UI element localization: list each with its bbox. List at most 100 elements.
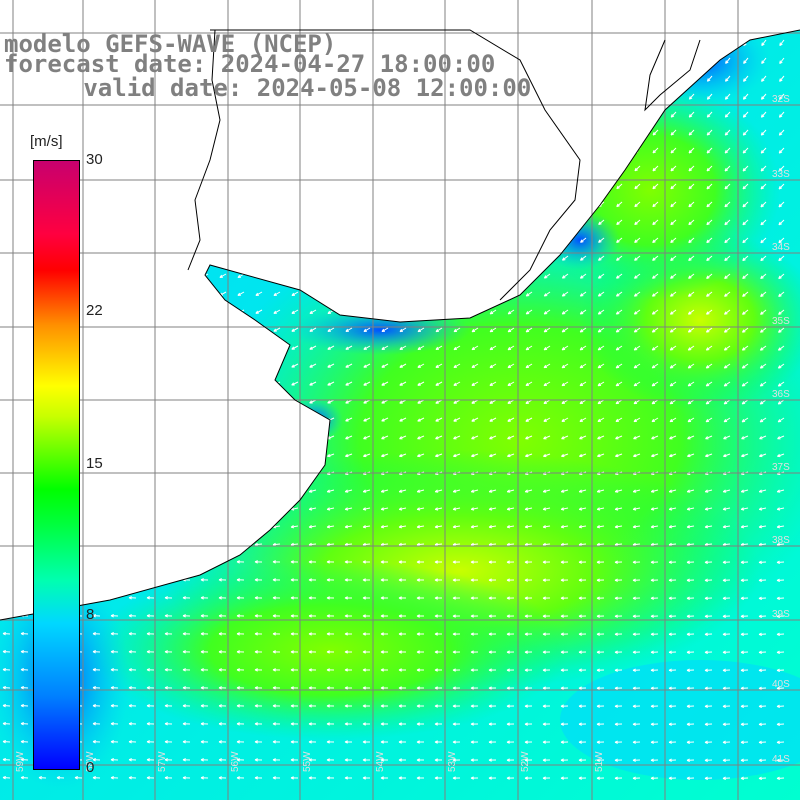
wind-arrow <box>740 578 749 582</box>
wind-arrow <box>779 75 785 82</box>
wind-arrow <box>579 399 587 405</box>
wind-arrow <box>435 327 443 333</box>
wind-arrow <box>308 758 317 762</box>
wind-arrow <box>524 722 533 726</box>
wind-arrow <box>362 650 371 654</box>
wind-arrow <box>614 686 623 690</box>
wind-arrow <box>542 507 551 511</box>
wind-arrow <box>380 560 389 564</box>
wind-arrow <box>598 255 605 261</box>
wind-arrow <box>652 201 659 208</box>
wind-arrow <box>614 489 623 493</box>
wind-arrow <box>614 578 623 582</box>
latitude-labels: 32S 33S 34S 35S 36S 37S 38S 39S 40S 41S <box>772 94 790 765</box>
wind-arrow <box>760 165 767 172</box>
wind-arrow <box>272 686 281 690</box>
wind-arrow <box>308 507 317 511</box>
wind-arrow <box>128 758 137 762</box>
wind-arrow <box>362 686 371 690</box>
wind-arrow <box>669 327 677 333</box>
wind-arrow <box>578 525 587 529</box>
wind-arrow <box>452 704 461 708</box>
wind-arrow <box>416 560 425 564</box>
wind-speed-colorbar <box>33 160 80 770</box>
wind-arrow <box>687 345 695 351</box>
wind-arrow <box>561 399 569 405</box>
wind-arrow <box>308 668 317 672</box>
wind-arrow <box>578 650 587 654</box>
wind-arrow <box>363 363 371 368</box>
wind-arrow <box>652 219 659 226</box>
wind-arrow <box>723 345 731 351</box>
wind-arrow <box>470 722 479 726</box>
wind-arrow <box>560 560 569 564</box>
wind-arrow <box>399 327 407 333</box>
wind-arrow <box>200 668 209 672</box>
wind-arrow <box>777 399 785 405</box>
wind-arrow <box>453 453 461 458</box>
wind-arrow <box>632 740 641 744</box>
colorbar-tick-15: 15 <box>86 455 103 472</box>
wind-arrow <box>524 560 533 564</box>
wind-arrow <box>506 560 515 564</box>
wind-arrow <box>542 650 551 654</box>
wind-arrow <box>670 165 677 172</box>
model-title: modelo GEFS-WAVE (NCEP) <box>4 30 337 58</box>
latitude-label: 34S <box>772 242 790 253</box>
wind-arrow <box>435 381 443 386</box>
wind-arrow <box>290 650 299 654</box>
wind-arrow <box>453 417 461 422</box>
wind-arrow <box>146 758 155 762</box>
wind-arrow <box>705 345 713 351</box>
wind-arrow <box>578 507 587 511</box>
wind-arrow <box>507 435 515 440</box>
wind-arrow <box>308 776 317 780</box>
wind-arrow <box>742 165 749 172</box>
wind-arrow <box>650 596 659 600</box>
wind-arrow <box>488 632 497 636</box>
wind-arrow <box>146 614 155 618</box>
wind-arrow <box>236 632 245 636</box>
wind-arrow <box>579 273 587 279</box>
wind-arrow <box>399 399 407 404</box>
wind-arrow <box>741 435 749 440</box>
wind-arrow <box>598 219 605 225</box>
wind-arrow <box>146 776 155 780</box>
wind-arrow <box>597 399 605 405</box>
wind-arrow <box>779 39 785 47</box>
wind-arrow <box>525 381 533 387</box>
wind-arrow <box>740 650 749 654</box>
wind-arrow <box>20 757 29 762</box>
wind-arrow <box>761 75 767 82</box>
wind-arrow <box>669 399 677 405</box>
wind-arrow <box>128 686 137 690</box>
wind-arrow <box>470 489 479 493</box>
wind-arrow <box>761 57 767 64</box>
wind-arrow <box>651 453 659 458</box>
wind-arrow <box>741 345 749 351</box>
wind-arrow <box>668 686 677 690</box>
wind-arrow <box>416 740 425 744</box>
wind-arrow <box>506 776 515 780</box>
wind-arrow <box>542 489 551 493</box>
wind-arrow <box>742 237 749 244</box>
wind-arrow <box>489 327 497 333</box>
wind-arrow <box>363 417 371 422</box>
wind-arrow <box>291 381 299 386</box>
wind-arrow <box>686 632 695 636</box>
wind-arrow <box>687 309 695 315</box>
wind-arrow <box>704 686 713 690</box>
wind-arrow <box>686 578 695 582</box>
wind-arrow <box>290 578 299 582</box>
wind-arrow <box>470 578 479 582</box>
wind-arrow <box>688 201 695 208</box>
wind-arrow <box>615 453 623 458</box>
wind-arrow <box>380 596 389 600</box>
wind-arrow <box>326 650 335 654</box>
wind-arrow <box>291 309 299 314</box>
wind-arrow <box>723 327 731 333</box>
wind-arrow <box>326 704 335 708</box>
wind-arrow <box>326 722 335 726</box>
wind-arrow <box>128 668 137 672</box>
wind-arrow <box>596 704 605 708</box>
